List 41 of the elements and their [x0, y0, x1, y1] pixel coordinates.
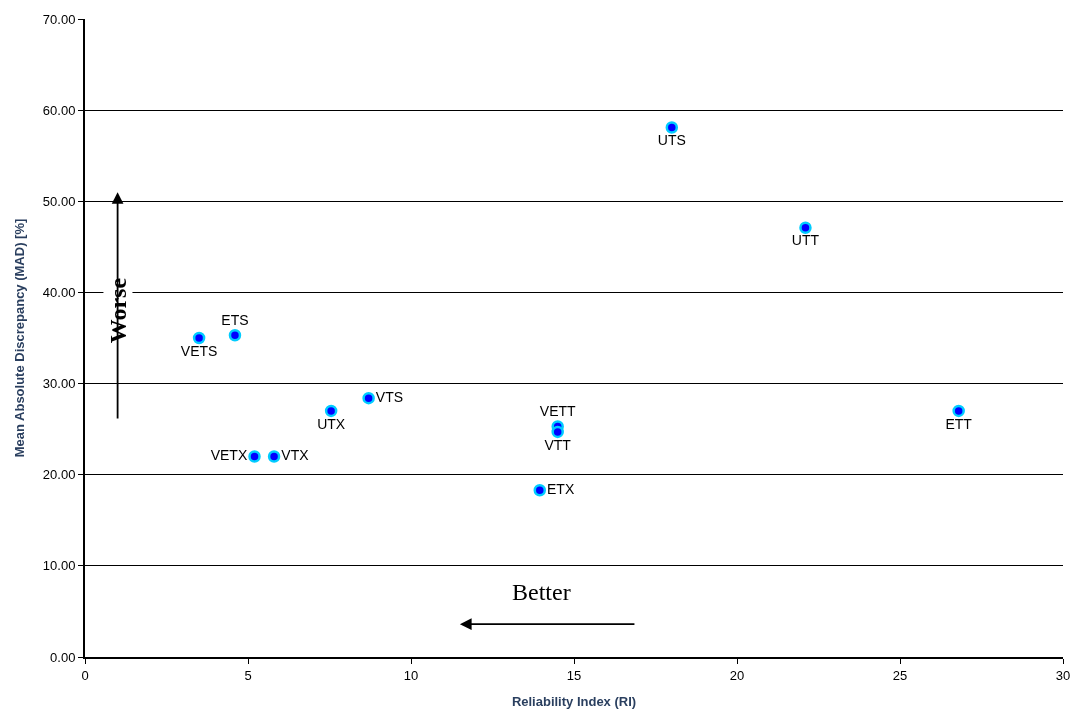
y-tick-label: 70.00 — [42, 11, 76, 27]
y-tick-label: 30.00 — [42, 376, 76, 392]
point — [665, 121, 679, 134]
series-label: UTT — [791, 232, 820, 249]
y-axis-title: Mean Absolute Discrepancy (MAD) [%] — [12, 218, 28, 458]
point — [248, 450, 261, 463]
x-tick-label: 10 — [403, 667, 419, 683]
point — [799, 221, 812, 234]
y-tick-label: 40.00 — [42, 284, 76, 300]
x-tick-label: 5 — [244, 667, 252, 683]
series-label: UTS — [657, 132, 686, 149]
series-label: UTX — [317, 415, 346, 432]
point — [362, 391, 375, 405]
point — [228, 329, 242, 342]
series-label: ETX — [547, 480, 575, 497]
y-tick-label: 20.00 — [42, 467, 76, 483]
x-tick-label: 15 — [566, 667, 582, 683]
point — [324, 404, 338, 418]
annotation: Better — [512, 579, 571, 605]
series-label: VTT — [544, 436, 572, 453]
x-tick-label: 20 — [729, 667, 745, 683]
y-tick-label: 50.00 — [42, 193, 76, 209]
series-label: VETX — [210, 446, 248, 463]
point — [533, 483, 547, 497]
point — [952, 404, 965, 418]
series-label: VTS — [375, 388, 404, 405]
point — [192, 331, 206, 345]
series-label: ETS — [221, 311, 249, 328]
series-label: VETT — [539, 402, 577, 419]
x-tick-label: 30 — [1055, 667, 1071, 683]
point — [551, 425, 564, 439]
series-label: ETT — [945, 415, 973, 432]
x-tick-label: 25 — [892, 667, 908, 683]
y-tick-label: 60.00 — [42, 102, 76, 118]
point — [267, 450, 281, 463]
series-label: VETS — [180, 342, 218, 359]
y-tick-label: 10.00 — [42, 558, 76, 574]
series-label: VTX — [281, 446, 310, 463]
y-tick-label: 0.00 — [50, 649, 76, 665]
x-axis-title: Reliability Index (RI) — [511, 693, 637, 709]
x-tick-label: 0 — [81, 667, 89, 683]
